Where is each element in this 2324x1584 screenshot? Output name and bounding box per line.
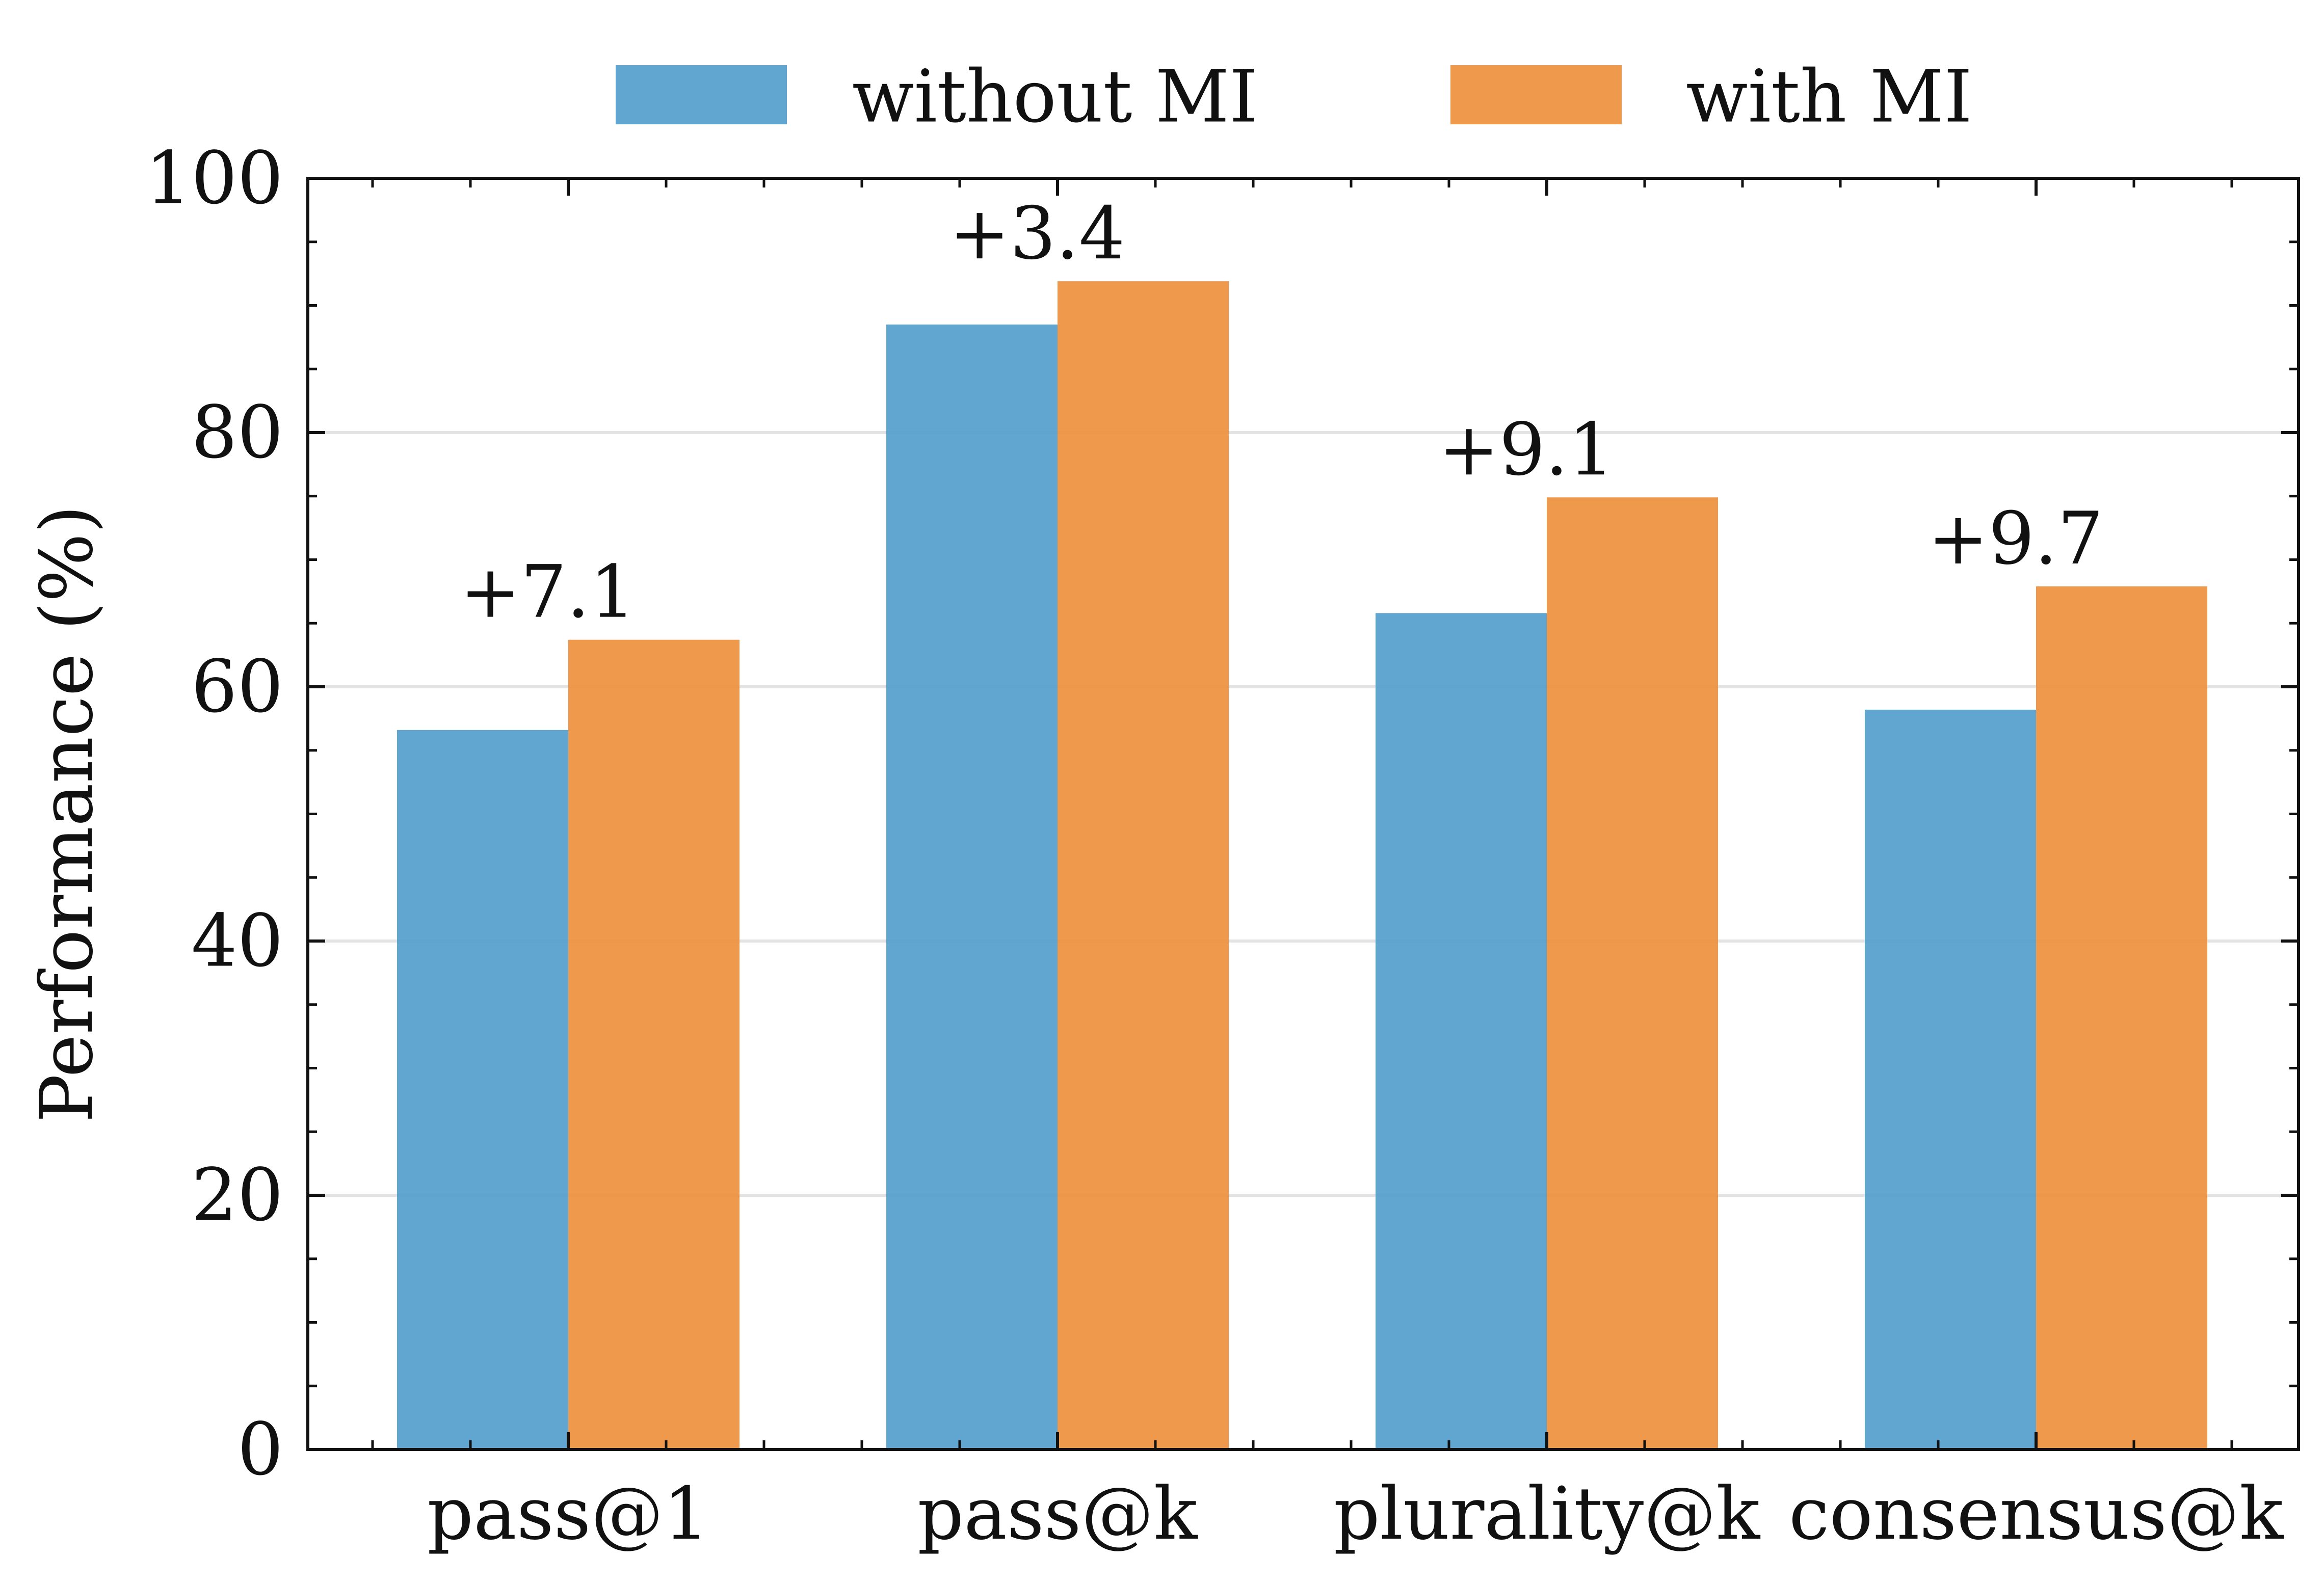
- x-tick-label: pass@1: [427, 1472, 709, 1556]
- labels: 0 20 40 60 80 100 pass@1 pass@k plurality@k conse…: [25, 137, 2284, 1556]
- bar-with-mi-3: [2036, 586, 2207, 1449]
- bars: [397, 281, 2207, 1449]
- delta-annotation: +7.1: [460, 550, 636, 634]
- bar-with-mi-2: [1547, 497, 1718, 1449]
- legend-label: with MI: [1686, 55, 1972, 139]
- y-tick-label: 80: [191, 391, 283, 475]
- legend-label: without MI: [852, 55, 1258, 139]
- y-tick-label: 40: [191, 899, 283, 983]
- y-tick-label: 0: [237, 1408, 283, 1492]
- delta-annotation: +3.4: [949, 192, 1125, 276]
- y-tick-label: 20: [191, 1153, 283, 1238]
- y-tick-label: 100: [145, 137, 283, 221]
- y-tick-label: 60: [191, 645, 283, 729]
- bar-with-mi-0: [568, 639, 740, 1449]
- delta-annotation: +9.7: [1928, 497, 2104, 581]
- legend: without MI with MI: [616, 55, 1972, 139]
- x-tick-label: consensus@k: [1789, 1472, 2284, 1556]
- legend-swatch-without-mi: [616, 65, 787, 124]
- ticks: [308, 177, 2299, 1451]
- bar-without-mi-0: [397, 730, 568, 1449]
- y-axis-label: Performance (%): [25, 505, 109, 1122]
- bar-without-mi-2: [1376, 613, 1547, 1449]
- legend-swatch-with-mi: [1450, 65, 1622, 124]
- bar-without-mi-3: [1865, 709, 2036, 1449]
- x-tick-label: plurality@k: [1334, 1472, 1761, 1556]
- bar-without-mi-1: [886, 324, 1058, 1449]
- bar-with-mi-1: [1058, 281, 1229, 1449]
- x-tick-label: pass@k: [917, 1472, 1198, 1556]
- delta-annotation: +9.1: [1439, 408, 1615, 492]
